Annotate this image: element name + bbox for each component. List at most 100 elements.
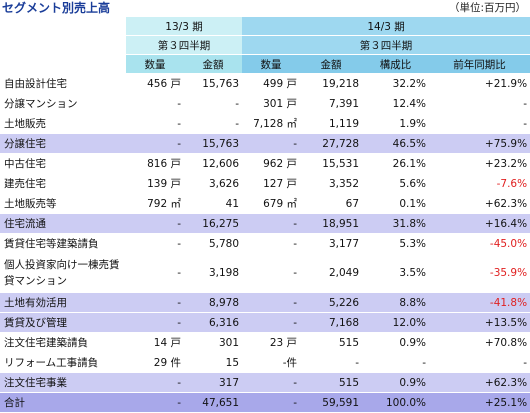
qty-prev: - <box>126 113 184 134</box>
ratio: 0.9% <box>362 332 430 353</box>
qty-prev: 456 戸 <box>126 73 184 94</box>
amount-prev: - <box>184 93 243 114</box>
table-row: 自由設計住宅 456 戸 15,763 499 戸 19,218 32.2% +21.9% <box>0 73 530 94</box>
qty-curr: 23 戸 <box>242 332 301 353</box>
subtotal-row: 賃貸及び管理 -6,316-7,168 12.0% +13.5% <box>0 312 530 333</box>
qty-prev: 14 戸 <box>126 332 184 353</box>
amount-prev: 317 <box>184 372 243 393</box>
table-row: 土地販売等 792 ㎡ 41 679 ㎡ 67 0.1% +62.3% <box>0 193 530 214</box>
qty-prev: - <box>126 133 184 154</box>
table-row: 賃貸住宅等建築請負 -5,780-3,177 5.3% -45.0% <box>0 233 530 254</box>
ratio: 8.8% <box>362 292 430 313</box>
row-label: 土地有効活用 <box>0 292 126 313</box>
header-row-period: 13/3 期 14/3 期 <box>0 17 530 36</box>
row-label: 分譲住宅 <box>0 133 126 154</box>
ratio: 46.5% <box>362 133 430 154</box>
qty-prev: - <box>126 213 184 234</box>
qty-curr: - <box>242 133 301 154</box>
amount-curr: - <box>300 352 363 373</box>
header-quarter-curr: 第３四半期 <box>242 35 530 55</box>
amount-prev: 16,275 <box>184 213 243 234</box>
amount-curr: 515 <box>300 332 363 353</box>
amount-curr: 1,119 <box>300 113 363 134</box>
qty-prev: 816 戸 <box>126 153 184 174</box>
col-header-amount-prev: 金額 <box>184 54 243 74</box>
amount-curr: 3,352 <box>300 173 363 194</box>
row-label: 合計 <box>0 392 126 413</box>
table-row: 分譲マンション - -301 戸 7,391 12.4% - <box>0 93 530 114</box>
amount-curr: 515 <box>300 372 363 393</box>
yoy: +21.9% <box>429 73 530 94</box>
header-quarter-prev: 第３四半期 <box>126 35 243 55</box>
amount-prev: 47,651 <box>184 392 243 413</box>
qty-prev: 139 戸 <box>126 173 184 194</box>
amount-prev: 6,316 <box>184 312 243 333</box>
amount-curr: 7,391 <box>300 93 363 114</box>
qty-curr: 127 戸 <box>242 173 301 194</box>
qty-prev: - <box>126 372 184 393</box>
ratio: 26.1% <box>362 153 430 174</box>
qty-prev: 792 ㎡ <box>126 193 184 214</box>
amount-curr: 5,226 <box>300 292 363 313</box>
ratio: - <box>362 352 430 373</box>
subtotal-row: 住宅流通 -16,275-18,951 31.8% +16.4% <box>0 213 530 234</box>
table-row: リフォーム工事請負 29 件 15 -件 - - - <box>0 352 530 373</box>
yoy: -35.9% <box>429 253 530 293</box>
row-label: 土地販売 <box>0 113 126 134</box>
yoy: - <box>429 352 530 373</box>
col-header-qty-curr: 数量 <box>242 54 301 74</box>
row-label: 建売住宅 <box>0 173 126 194</box>
yoy: +25.1% <box>429 392 530 413</box>
yoy: +70.8% <box>429 332 530 353</box>
amount-prev: 3,626 <box>184 173 243 194</box>
amount-curr: 27,728 <box>300 133 363 154</box>
amount-curr: 15,531 <box>300 153 363 174</box>
row-label: 個人投資家向け一棟売賃貸マンション <box>0 253 126 293</box>
amount-prev: 15 <box>184 352 243 373</box>
qty-prev: - <box>126 93 184 114</box>
unit-note: （単位:百万円） <box>448 2 526 14</box>
subtotal-row: 土地有効活用 -8,978-5,226 8.8% -41.8% <box>0 292 530 313</box>
col-header-amount-curr: 金額 <box>300 54 363 74</box>
qty-curr: 679 ㎡ <box>242 193 301 214</box>
qty-curr: 301 戸 <box>242 93 301 114</box>
table-row: 注文住宅建築請負 14 戸 301 23 戸 515 0.9% +70.8% <box>0 332 530 353</box>
qty-curr: - <box>242 372 301 393</box>
yoy: -41.8% <box>429 292 530 313</box>
qty-curr: 499 戸 <box>242 73 301 94</box>
yoy: +62.3% <box>429 193 530 214</box>
yoy: +62.3% <box>429 372 530 393</box>
amount-curr: 67 <box>300 193 363 214</box>
qty-curr: - <box>242 392 301 413</box>
amount-prev: 8,978 <box>184 292 243 313</box>
yoy: +13.5% <box>429 312 530 333</box>
yoy: -7.6% <box>429 173 530 194</box>
col-header-qty-prev: 数量 <box>126 54 184 74</box>
subtotal-row: 注文住宅事業 -317-515 0.9% +62.3% <box>0 372 530 393</box>
ratio: 0.9% <box>362 372 430 393</box>
ratio: 3.5% <box>362 253 430 293</box>
qty-curr: - <box>242 312 301 333</box>
ratio: 12.0% <box>362 312 430 333</box>
segment-sales-table: 13/3 期 14/3 期 第３四半期 第３四半期 数量 金額 数量 金額 構成… <box>0 17 530 413</box>
ratio: 32.2% <box>362 73 430 94</box>
ratio: 5.6% <box>362 173 430 194</box>
ratio: 100.0% <box>362 392 430 413</box>
amount-prev: 15,763 <box>184 133 243 154</box>
ratio: 5.3% <box>362 233 430 254</box>
qty-prev: - <box>126 253 184 293</box>
qty-curr: - <box>242 213 301 234</box>
header-period-curr: 14/3 期 <box>242 17 530 36</box>
row-label: 自由設計住宅 <box>0 73 126 94</box>
qty-prev: 29 件 <box>126 352 184 373</box>
qty-prev: - <box>126 233 184 254</box>
total-row: 合計 -47,651-59,591 100.0% +25.1% <box>0 392 530 413</box>
row-label: 注文住宅建築請負 <box>0 332 126 353</box>
amount-prev: 3,198 <box>184 253 243 293</box>
yoy: +23.2% <box>429 153 530 174</box>
ratio: 12.4% <box>362 93 430 114</box>
amount-prev: 12,606 <box>184 153 243 174</box>
header-period-prev: 13/3 期 <box>126 17 243 36</box>
qty-prev: - <box>126 292 184 313</box>
